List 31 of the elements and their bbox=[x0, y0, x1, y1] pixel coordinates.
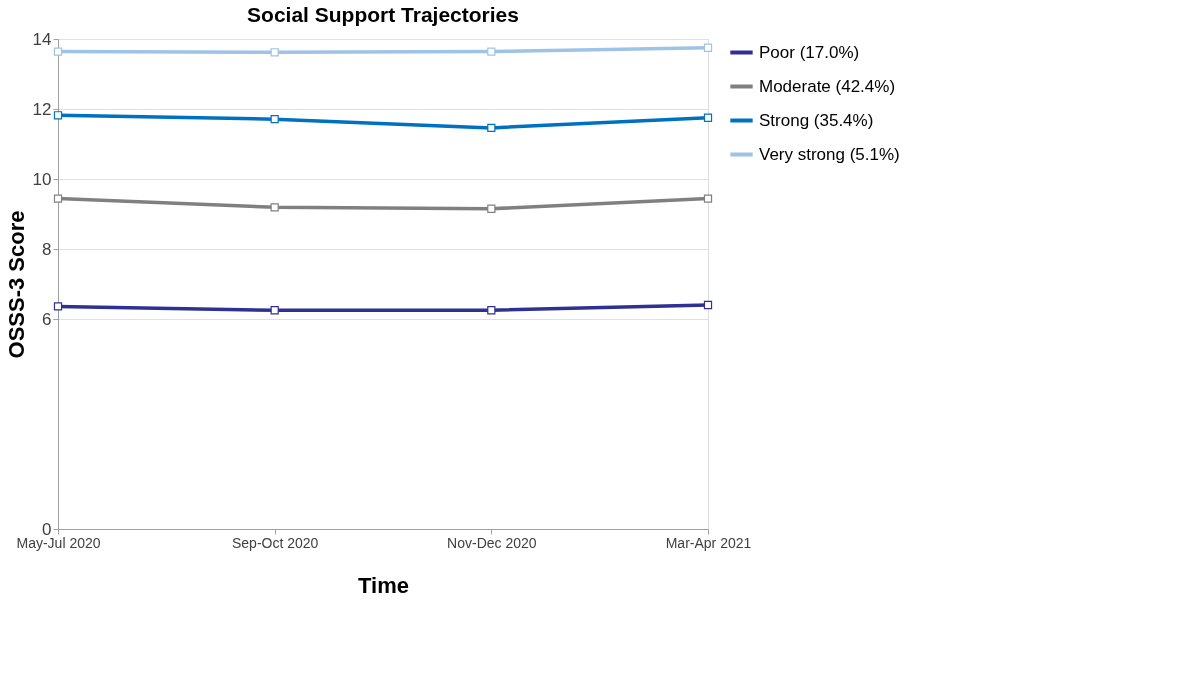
y-tick-label: 14 bbox=[32, 29, 52, 49]
x-tick-label: Mar-Apr 2021 bbox=[665, 534, 752, 551]
point bbox=[270, 115, 279, 124]
point bbox=[487, 47, 496, 56]
y-axis-title: OSSS-3 Score bbox=[3, 210, 29, 359]
legend-label: Strong (35.4%) bbox=[759, 110, 874, 130]
point bbox=[703, 194, 713, 203]
point bbox=[487, 306, 496, 315]
point bbox=[703, 43, 713, 52]
y-tick-label: 8 bbox=[42, 239, 52, 259]
y-tick-label: 12 bbox=[32, 99, 52, 119]
point bbox=[703, 113, 713, 122]
point bbox=[270, 306, 279, 315]
point bbox=[53, 47, 63, 56]
y-tick-label: 6 bbox=[42, 309, 52, 329]
point bbox=[53, 302, 63, 311]
chart-title: Social Support Trajectories bbox=[247, 3, 519, 26]
x-tick-label: Sep-Oct 2020 bbox=[231, 534, 319, 551]
legend-label: Very strong (5.1%) bbox=[759, 144, 900, 164]
point bbox=[703, 300, 713, 310]
legend-label: Poor (17.0%) bbox=[759, 42, 860, 62]
x-axis-title: Time bbox=[358, 572, 409, 598]
point bbox=[270, 203, 279, 212]
y-tick-label: 10 bbox=[32, 169, 52, 189]
point bbox=[270, 48, 279, 57]
x-tick-label: Nov-Dec 2020 bbox=[447, 534, 537, 551]
point bbox=[53, 194, 63, 203]
point bbox=[487, 204, 496, 213]
point bbox=[487, 123, 496, 133]
point bbox=[53, 111, 63, 120]
legend-label: Moderate (42.4%) bbox=[759, 76, 896, 96]
